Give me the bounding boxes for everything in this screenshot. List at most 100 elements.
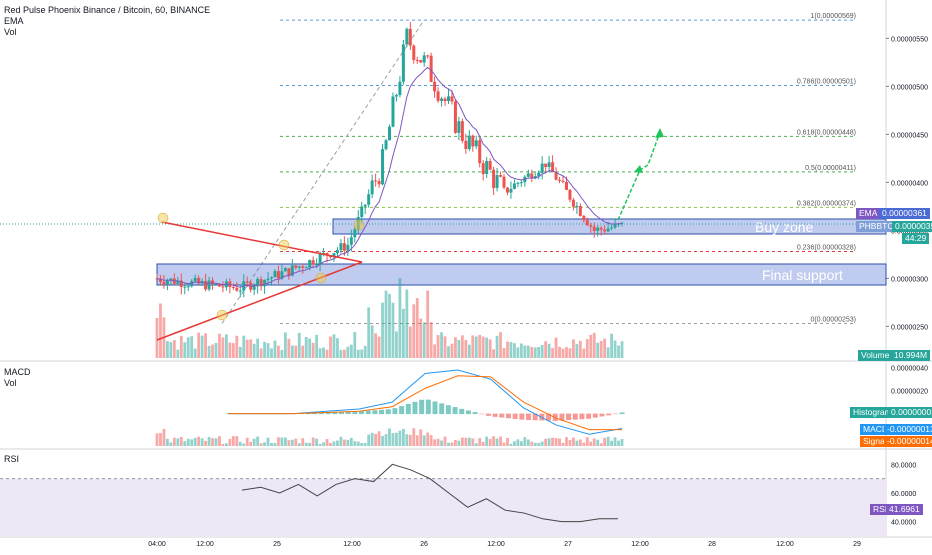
macd-histogram-bar xyxy=(352,411,358,415)
macd-histogram-bar xyxy=(445,405,451,415)
macd-volume-bar xyxy=(582,442,586,446)
candle-body xyxy=(446,96,450,102)
macd-volume-bar xyxy=(578,439,582,446)
macd-histogram-bar xyxy=(332,412,338,415)
candle-body xyxy=(516,182,520,184)
volume-bar xyxy=(172,340,176,358)
volume-bar xyxy=(207,345,211,358)
volume-bar xyxy=(218,333,221,358)
volume-bar xyxy=(561,348,565,358)
price-axis-label: 0.00000300 xyxy=(891,276,928,283)
macd-histogram-bar xyxy=(312,412,318,415)
macd-volume-bar xyxy=(513,441,516,446)
macd-volume-bar xyxy=(329,443,332,446)
candle-body xyxy=(571,199,575,207)
macd-histogram-bar xyxy=(492,413,498,417)
macd-volume-bar xyxy=(429,435,433,446)
macd-volume-bar xyxy=(353,441,357,446)
volume-bar xyxy=(506,341,509,358)
macd-volume-bar xyxy=(412,428,416,446)
macd-volume-bar xyxy=(436,438,440,446)
macd-volume-bar xyxy=(204,440,207,446)
macd-volume-bar xyxy=(592,438,596,446)
candle-body xyxy=(526,173,530,177)
volume-bar xyxy=(166,341,169,358)
volume-bar xyxy=(308,338,312,358)
macd-volume-bar xyxy=(457,440,461,446)
candle-body xyxy=(290,265,294,276)
candle-body xyxy=(578,206,582,216)
last-price-label: PHBBTC xyxy=(856,221,897,232)
macd-volume-bar xyxy=(166,438,169,446)
candle-body xyxy=(499,175,503,177)
candle-body xyxy=(478,140,482,164)
macd-volume-bar xyxy=(159,433,162,446)
fib-level-label: 0.5(0.00000411) xyxy=(805,165,856,172)
histogram-badge-label: Histogram xyxy=(850,407,895,418)
macd-volume-bar xyxy=(256,436,260,446)
macd-volume-bar xyxy=(225,443,228,446)
macd-volume-bar xyxy=(301,438,305,446)
macd-histogram-bar xyxy=(439,403,445,415)
volume-bar xyxy=(450,343,454,358)
volume-bar xyxy=(384,290,388,358)
volume-bar xyxy=(363,345,367,358)
macd-volume-bar xyxy=(277,437,280,446)
macd-histogram-bar xyxy=(485,413,491,416)
macd-volume-bar xyxy=(488,438,492,446)
volume-bar xyxy=(290,345,294,358)
macd-volume-bar xyxy=(499,436,502,446)
candle-body xyxy=(332,253,336,258)
macd-histogram-bar xyxy=(325,412,331,415)
macd-axis-label: 0.00000020 xyxy=(891,389,928,396)
volume-bar xyxy=(554,337,558,358)
volume-bar xyxy=(259,348,263,358)
rsi-axis-label: 60.0000 xyxy=(891,491,916,498)
macd-histogram-bar xyxy=(566,413,572,421)
candle-body xyxy=(575,206,579,208)
volume-bar xyxy=(617,345,620,358)
volume-bar xyxy=(381,302,384,358)
rsi-band xyxy=(0,478,886,536)
volume-bar xyxy=(200,335,204,358)
macd-volume-bar xyxy=(589,441,593,446)
volume-bar xyxy=(457,339,461,358)
time-axis-label: 27 xyxy=(564,541,572,548)
macd-volume-bar xyxy=(294,438,298,446)
macd-volume-bar xyxy=(200,438,204,446)
candle-body xyxy=(231,287,235,289)
time-axis-label: 29 xyxy=(853,541,861,548)
volume-bar xyxy=(204,333,207,358)
macd-volume-bar xyxy=(523,437,527,446)
candle-body xyxy=(561,180,565,183)
touch-point-marker xyxy=(353,219,365,231)
macd-histogram-bar xyxy=(465,410,471,415)
volume-bar xyxy=(405,289,409,358)
macd-volume-bar xyxy=(176,438,180,446)
projection-arrow xyxy=(617,131,661,221)
volume-bar xyxy=(544,341,548,358)
macd-volume-bar xyxy=(554,438,558,446)
time-axis-label: 04:00 xyxy=(148,541,166,548)
macd-histogram-bar xyxy=(359,411,365,415)
candle-body xyxy=(377,181,381,185)
volume-bar xyxy=(238,346,242,358)
volume-bar xyxy=(422,322,426,358)
ema-badge-value: 0.00000361 xyxy=(879,208,930,219)
volume-bar xyxy=(492,349,496,358)
macd-volume-bar xyxy=(464,437,468,446)
macd-volume-bar xyxy=(478,438,482,446)
macd-volume-bar xyxy=(242,443,246,446)
macd-volume-bar xyxy=(426,432,430,446)
buy-zone-label: Buy zone xyxy=(755,219,814,235)
macd-volume-bar xyxy=(519,441,523,446)
candle-body xyxy=(492,169,496,188)
macd-histogram-bar xyxy=(425,399,431,415)
macd-volume-bar xyxy=(391,433,395,446)
volume-bar xyxy=(610,333,613,358)
candle-body xyxy=(221,286,225,288)
volume-bar xyxy=(339,349,343,358)
last-price-badge: PHBBTC 0.00000351 xyxy=(856,221,932,232)
candle-body xyxy=(266,278,270,281)
